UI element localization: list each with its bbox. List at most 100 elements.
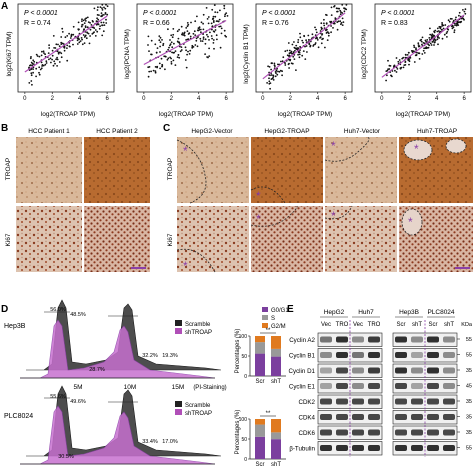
asterisk-marker: * (331, 209, 336, 223)
legend-s-label: S (271, 316, 275, 322)
scatter-point (40, 61, 43, 64)
scatter-point (88, 42, 91, 45)
scatter-point (83, 42, 86, 44)
scatter-point (167, 57, 170, 60)
scatter-point (86, 16, 89, 19)
y-tick-label: 0 (244, 457, 247, 463)
scatter-point (202, 38, 205, 40)
scatter-point (340, 23, 342, 26)
scatter-point (159, 45, 162, 48)
scatter-point (55, 58, 57, 61)
scatter-pcna-xlabel: log2(TROAP TPM) (159, 111, 213, 118)
scatter-point (66, 59, 69, 62)
scatter-point (180, 46, 183, 48)
scatter-point (281, 60, 284, 63)
scatter-point (277, 63, 279, 66)
ihc-image-hepg2-troap-ki67 (250, 205, 323, 272)
scatter-point (322, 37, 324, 40)
scatter-point (270, 68, 272, 71)
scatter-point (39, 68, 42, 71)
hist-xtick: 5M (73, 384, 82, 391)
kda-marker: 35 (466, 368, 472, 374)
scatter-point (68, 32, 70, 35)
scatter-point (272, 74, 275, 77)
blot-band (320, 429, 332, 436)
blot-band (411, 367, 423, 374)
scatter-point (341, 17, 344, 20)
scatter-point (166, 58, 169, 61)
scatter-point (422, 49, 425, 52)
scatter-point (293, 46, 296, 49)
asterisk-marker: * (408, 215, 413, 229)
scatter-point (76, 37, 79, 40)
y-tick-label: 50 (241, 437, 247, 443)
scatter-point (292, 55, 295, 58)
plot-frame (374, 3, 472, 93)
scatter-point (101, 9, 104, 11)
ihc-image-huh7-vector-troap (324, 136, 397, 203)
kda-marker: 55 (466, 353, 472, 359)
scatter-point (316, 39, 319, 41)
scatter-point (429, 42, 432, 45)
blot-band (336, 445, 348, 451)
scatter-point (63, 49, 66, 52)
scatter-cyclinb1-ylabel: log2(Cyclin B1 TPM) (243, 24, 250, 83)
scatter-point (159, 67, 162, 70)
scatter-point (62, 43, 65, 45)
blot-band (320, 336, 332, 343)
blot-band (368, 336, 380, 343)
blot-band (336, 429, 348, 436)
scatter-point (274, 65, 276, 67)
scatter-point (266, 82, 268, 84)
scatter-point (298, 56, 301, 59)
scatter-point (187, 38, 190, 41)
scatter-point (436, 27, 439, 30)
scatter-point (32, 71, 34, 74)
blot-band (368, 445, 380, 451)
scatter-point (423, 42, 426, 45)
scatter-point (276, 73, 279, 76)
plc8024-label: PLC8024 (4, 413, 33, 420)
scatter-point (189, 49, 192, 52)
scatter-point (154, 66, 157, 68)
scatter-point (172, 59, 175, 62)
scatter-point (441, 37, 444, 40)
peak-label: 33.4% (142, 439, 158, 445)
scatter-point (60, 43, 63, 45)
scatter-point (30, 56, 32, 58)
blot-band (368, 383, 380, 389)
scatter-point (216, 11, 219, 14)
blot-band (427, 414, 439, 420)
scatter-point (224, 34, 227, 37)
scatter-point (433, 35, 436, 37)
scatter-point (81, 24, 83, 26)
bar-category-label: Scr (256, 462, 265, 468)
x-tick-label: 6 (105, 96, 109, 102)
panel-b-col-patient1: HCC Patient 1 (28, 128, 70, 135)
scatter-point (448, 20, 451, 23)
scatter-point (212, 39, 215, 41)
scatter-point (297, 41, 299, 44)
scatter-point (274, 71, 277, 73)
scatter-point (441, 22, 443, 24)
scatter-point (177, 41, 180, 43)
scatter-point (98, 14, 100, 16)
scatter-point (96, 30, 99, 33)
legend-g0g1-label: G0/G1 (271, 308, 289, 314)
scatter-point (464, 8, 467, 11)
significance-label: ** (266, 328, 271, 334)
scatter-point (205, 7, 208, 9)
scatter-point (159, 51, 161, 53)
scatter-ki67-xlabel: log2(TROAP TPM) (41, 111, 95, 118)
scatter-point (307, 34, 310, 37)
scatter-point (105, 3, 107, 6)
scatter-point (83, 22, 86, 24)
scatter-point (81, 43, 84, 46)
scatter-point (394, 69, 396, 72)
scatter-point (38, 73, 41, 76)
scatter-point (195, 37, 198, 40)
scatter-point (99, 6, 102, 8)
scatter-point (69, 45, 71, 48)
scatter-point (171, 51, 173, 54)
blot-band (336, 352, 348, 358)
